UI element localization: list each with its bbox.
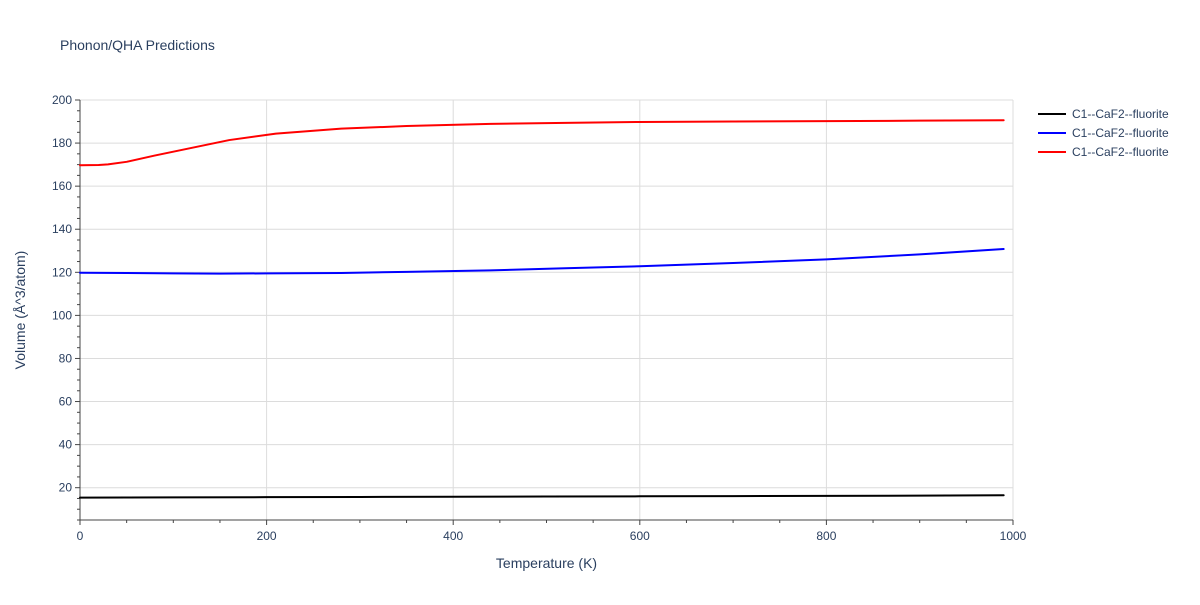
legend-label: C1--CaF2--fluorite — [1072, 126, 1169, 140]
y-tick-label: 140 — [52, 222, 72, 236]
legend: C1--CaF2--fluorite C1--CaF2--fluorite C1--… — [1038, 107, 1169, 159]
series-lines — [79, 119, 1005, 499]
y-tick-label: 80 — [59, 351, 73, 365]
x-tick-label: 200 — [257, 529, 277, 543]
x-tick-label: 600 — [630, 529, 650, 543]
x-tick-label: 1000 — [1000, 529, 1027, 543]
legend-label: C1--CaF2--fluorite — [1072, 145, 1169, 159]
y-tick-label: 200 — [52, 93, 72, 107]
y-tick-label: 60 — [59, 395, 73, 409]
y-tick-label: 40 — [59, 438, 73, 452]
axes: 0 200 400 600 800 1000 20 40 60 80 100 120 140 160 180… — [52, 93, 1027, 543]
legend-item[interactable]: C1--CaF2--fluorite — [1038, 107, 1169, 121]
legend-label: C1--CaF2--fluorite — [1072, 107, 1169, 121]
x-tick-label: 800 — [816, 529, 836, 543]
series-line-1 — [79, 494, 1005, 499]
series-line-2 — [79, 248, 1005, 275]
series-line-3 — [79, 119, 1005, 167]
legend-item[interactable]: C1--CaF2--fluorite — [1038, 145, 1169, 159]
y-axis-title: Volume (Å^3/atom) — [12, 251, 28, 370]
chart-title: Phonon/QHA Predictions — [60, 37, 215, 53]
x-tick-label: 400 — [443, 529, 463, 543]
y-tick-label: 180 — [52, 136, 72, 150]
y-tick-label: 160 — [52, 179, 72, 193]
x-tick-label: 0 — [77, 529, 84, 543]
x-axis-title: Temperature (K) — [496, 555, 597, 571]
y-tick-label: 20 — [59, 481, 73, 495]
y-tick-label: 100 — [52, 308, 72, 322]
grid — [80, 99, 1014, 520]
y-tick-label: 120 — [52, 265, 72, 279]
legend-item[interactable]: C1--CaF2--fluorite — [1038, 126, 1169, 140]
